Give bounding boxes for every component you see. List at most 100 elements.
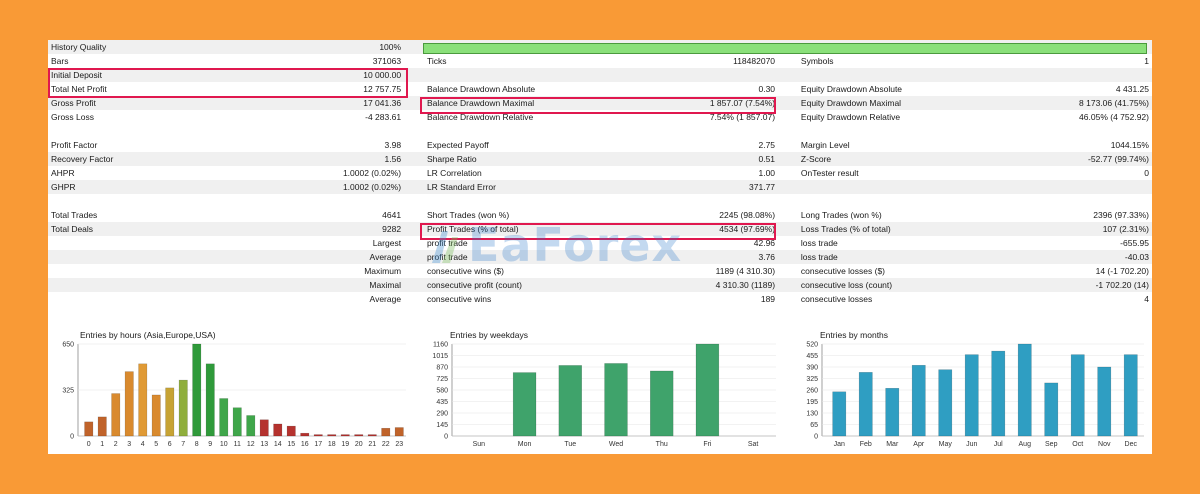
history-quality-bar	[423, 43, 1147, 54]
x-tick-label: 17	[314, 441, 322, 448]
metric-value: Average	[369, 252, 402, 262]
metric-label: profit trade	[426, 238, 468, 248]
y-tick-label: 580	[436, 388, 448, 395]
metric-label: loss trade	[800, 252, 838, 262]
metric-label: Profit Factor	[51, 140, 98, 150]
metric-value: 4641	[382, 210, 402, 220]
x-tick-label: 3	[127, 441, 131, 448]
metric-label: consecutive wins	[426, 294, 492, 304]
metric-label: consecutive wins ($)	[426, 266, 504, 276]
y-tick-label: 1160	[433, 342, 448, 349]
bar	[313, 434, 323, 437]
x-tick-label: 6	[168, 441, 172, 448]
x-tick-label: Nov	[1098, 441, 1111, 448]
chart-months-svg: 520 455 390 325 260 195 130 65 0 Jan Feb Mar Apr May J…	[806, 342, 1144, 448]
highlight-balance-drawdown-maximal	[420, 97, 776, 114]
bar	[273, 423, 283, 437]
metric-label: consecutive loss (count)	[800, 280, 893, 290]
x-tick-label: Sat	[748, 441, 759, 448]
metric-value: 107 (2.31%)	[1102, 224, 1149, 234]
metric-value: 1	[1144, 56, 1149, 66]
metric-value: 1.0002 (0.02%)	[342, 182, 402, 192]
bar	[232, 407, 242, 437]
chart-weekdays-svg: 1160 1015 870 725 580 435 290 145 0 Sun Mon Tue Wed T…	[432, 342, 776, 448]
x-tick-label: 2	[114, 441, 118, 448]
metric-value: 17 041.36	[363, 98, 402, 108]
y-tick-label: 435	[436, 399, 448, 406]
metric-value: -1 702.20 (14)	[1095, 280, 1149, 290]
x-tick-label: 21	[368, 441, 376, 448]
bar	[1097, 366, 1112, 437]
watermark-text: EaForex	[468, 218, 683, 272]
y-tick-label: 130	[806, 411, 818, 418]
bar	[650, 370, 674, 437]
report-panel: History Quality 100% Bars 371063 Ticks 118482…	[48, 40, 1152, 454]
metric-value: 7.54% (1 857.07)	[709, 112, 776, 122]
bar	[111, 393, 121, 437]
bar	[695, 343, 720, 437]
metric-label: Expected Payoff	[426, 140, 489, 150]
highlight-profit-trades	[420, 223, 776, 240]
x-tick-label: 4	[141, 441, 145, 448]
metric-value: 1.00	[758, 168, 776, 178]
metric-label: Gross Loss	[51, 112, 94, 122]
y-tick-label: 65	[810, 422, 818, 429]
metric-label: Gross Profit	[51, 98, 96, 108]
x-tick-label: 5	[154, 441, 158, 448]
metric-label	[798, 180, 950, 194]
x-tick-label: Feb	[860, 441, 872, 448]
y-tick-label: 1015	[432, 353, 448, 360]
metric-value: 46.05% (4 752.92)	[1079, 112, 1149, 122]
metric-value: Largest	[372, 238, 402, 248]
x-tick-label: Fri	[703, 441, 712, 448]
metric-label: Equity Drawdown Relative	[800, 112, 901, 122]
bar	[219, 398, 229, 437]
bar	[1070, 354, 1085, 437]
bar	[938, 369, 953, 437]
metric-label: Recovery Factor	[51, 154, 114, 164]
metric-value: 0	[1144, 168, 1149, 178]
metric-value: 2396 (97.33%)	[1093, 210, 1149, 220]
y-tick-label: 520	[806, 342, 818, 349]
metric-label: Total Trades	[51, 210, 98, 220]
table-row: Total Net Profit 12 757.75 Balance Drawdow…	[48, 82, 1152, 96]
x-tick-label: 0	[87, 441, 91, 448]
metric-value: Maximum	[364, 266, 402, 276]
chart-entries-by-months: Entries by months 520 455 390 325 260 195 130 6…	[788, 324, 1154, 454]
y-tick-label: 725	[436, 376, 448, 383]
bar	[964, 354, 979, 437]
metric-value: 14 (-1 702.20)	[1095, 266, 1149, 276]
x-tick-label: 10	[220, 441, 228, 448]
x-tick-label: Tue	[564, 441, 576, 448]
x-tick-label: 9	[208, 441, 212, 448]
metric-label	[48, 292, 190, 306]
bar	[1017, 343, 1032, 437]
bar	[165, 387, 175, 437]
y-tick-label: 390	[806, 365, 818, 372]
metric-label: Loss Trades (% of total)	[800, 224, 891, 234]
metric-label: GHPR	[51, 182, 76, 192]
metric-value: 3.76	[758, 252, 776, 262]
x-tick-label: 22	[382, 441, 390, 448]
metric-label: profit trade	[427, 252, 468, 262]
metric-value: 4	[1144, 294, 1149, 304]
metric-label: OnTester result	[800, 168, 859, 178]
table-row: Profit Factor 3.98 Expected Payoff 2.75 Marg…	[48, 138, 1152, 152]
y-tick-label: 0	[444, 434, 448, 441]
table-row: AHPR 1.0002 (0.02%) LR Correlation 1.00 OnTe…	[48, 166, 1152, 180]
watermark-icon	[432, 231, 458, 263]
metric-label: Balance Drawdown Relative	[426, 112, 534, 122]
x-tick-label: 19	[341, 441, 349, 448]
metric-value: 0.51	[758, 154, 776, 164]
metric-value: 1 857.07 (7.54%)	[709, 98, 776, 108]
bar	[340, 434, 350, 437]
metric-value: 10 000.00	[363, 70, 402, 80]
metric-label: Balance Drawdown Absolute	[426, 84, 536, 94]
bar	[1044, 382, 1059, 437]
bar	[286, 425, 296, 437]
metric-value: Maximal	[369, 280, 402, 290]
metric-value: 4 431.25	[1115, 84, 1149, 94]
bar	[1123, 354, 1138, 437]
metric-value: 2.75	[758, 140, 776, 150]
